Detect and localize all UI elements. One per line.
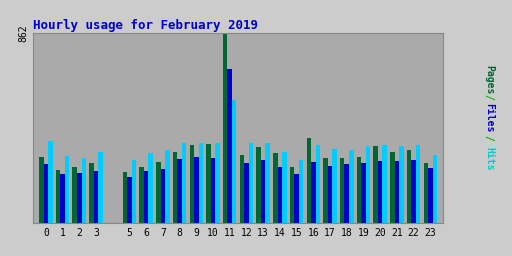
- Bar: [232, 100, 237, 223]
- Bar: [244, 163, 249, 223]
- Bar: [332, 149, 337, 223]
- Bar: [361, 163, 366, 223]
- Bar: [189, 145, 194, 223]
- Bar: [127, 177, 132, 223]
- Bar: [299, 160, 304, 223]
- Bar: [282, 152, 287, 223]
- Bar: [161, 169, 165, 223]
- Bar: [366, 146, 370, 223]
- Bar: [345, 165, 349, 223]
- Bar: [399, 146, 403, 223]
- Bar: [132, 160, 136, 223]
- Bar: [194, 157, 199, 223]
- Bar: [423, 163, 428, 223]
- Bar: [173, 152, 177, 223]
- Bar: [278, 167, 282, 223]
- Bar: [148, 154, 153, 223]
- Bar: [215, 143, 220, 223]
- Bar: [48, 141, 53, 223]
- Bar: [182, 143, 186, 223]
- Bar: [395, 161, 399, 223]
- Bar: [340, 158, 345, 223]
- Bar: [373, 146, 378, 223]
- Bar: [156, 162, 161, 223]
- Text: Files: Files: [484, 103, 494, 132]
- Bar: [144, 171, 148, 223]
- Bar: [177, 159, 182, 223]
- Bar: [56, 170, 60, 223]
- Bar: [77, 173, 81, 223]
- Bar: [257, 147, 261, 223]
- Bar: [123, 172, 127, 223]
- Bar: [378, 161, 382, 223]
- Bar: [39, 157, 44, 223]
- Bar: [65, 156, 69, 223]
- Bar: [416, 145, 420, 223]
- Text: /: /: [484, 135, 494, 141]
- Bar: [411, 160, 416, 223]
- Bar: [94, 171, 98, 223]
- Bar: [89, 163, 94, 223]
- Bar: [357, 157, 361, 223]
- Text: Pages: Pages: [484, 65, 494, 94]
- Bar: [165, 150, 169, 223]
- Bar: [273, 154, 278, 223]
- Bar: [328, 166, 332, 223]
- Bar: [60, 174, 65, 223]
- Bar: [261, 160, 265, 223]
- Bar: [382, 145, 387, 223]
- Bar: [223, 33, 227, 223]
- Bar: [98, 152, 103, 223]
- Bar: [44, 165, 48, 223]
- Bar: [211, 158, 215, 223]
- Bar: [249, 143, 253, 223]
- Bar: [390, 152, 395, 223]
- Bar: [81, 158, 86, 223]
- Bar: [265, 143, 270, 223]
- Bar: [73, 167, 77, 223]
- Bar: [199, 143, 203, 223]
- Bar: [323, 158, 328, 223]
- Bar: [139, 167, 144, 223]
- Bar: [433, 155, 437, 223]
- Text: Hourly usage for February 2019: Hourly usage for February 2019: [33, 19, 258, 32]
- Bar: [428, 168, 433, 223]
- Bar: [227, 69, 232, 223]
- Bar: [294, 174, 299, 223]
- Bar: [407, 150, 411, 223]
- Bar: [349, 150, 353, 223]
- Bar: [307, 138, 311, 223]
- Bar: [240, 155, 244, 223]
- Text: Hits: Hits: [484, 147, 494, 170]
- Bar: [206, 144, 211, 223]
- Text: /: /: [484, 94, 494, 100]
- Bar: [315, 145, 320, 223]
- Bar: [290, 167, 294, 223]
- Bar: [311, 162, 315, 223]
